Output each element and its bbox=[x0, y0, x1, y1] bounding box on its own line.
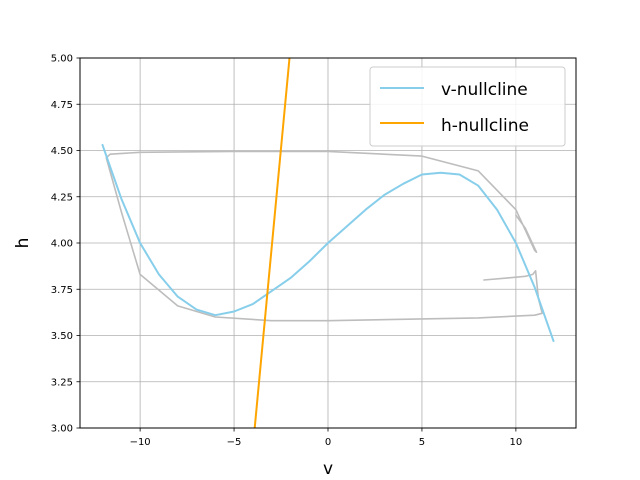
x-tick-label: 5 bbox=[419, 437, 425, 448]
y-tick-label: 4.75 bbox=[51, 100, 73, 111]
y-tick-label: 4.25 bbox=[51, 192, 73, 203]
legend-label-h-nullcline: h-nullcline bbox=[441, 116, 529, 136]
x-tick-label: −10 bbox=[130, 437, 151, 448]
v-nullcline-line bbox=[101, 143, 555, 342]
y-tick-label: 3.75 bbox=[51, 285, 73, 296]
trajectory-line bbox=[105, 150, 544, 322]
legend-box bbox=[369, 66, 566, 147]
x-tick-label: −5 bbox=[227, 437, 242, 448]
y-tick-label: 3.50 bbox=[51, 331, 73, 342]
y-tick-label: 3.25 bbox=[51, 377, 73, 388]
y-axis-label: h bbox=[13, 238, 33, 249]
y-tick-label: 4.00 bbox=[51, 239, 73, 250]
legend: v-nullcline h-nullcline bbox=[369, 66, 566, 147]
series-layer bbox=[101, 58, 555, 428]
y-tick-label: 5.00 bbox=[51, 54, 73, 65]
y-tick-label: 3.00 bbox=[51, 424, 73, 435]
x-tick-label: 10 bbox=[510, 437, 523, 448]
ticks: −10 −5 0 5 10 3.00 3.25 3.50 3.75 4.00 4.25 4.50 4.7… bbox=[51, 54, 523, 449]
x-axis-label: v bbox=[323, 459, 333, 479]
legend-label-v-nullcline: v-nullcline bbox=[441, 80, 528, 100]
x-tick-label: 0 bbox=[325, 437, 331, 448]
y-tick-label: 4.50 bbox=[51, 146, 73, 157]
h-nullcline-line bbox=[253, 58, 291, 428]
